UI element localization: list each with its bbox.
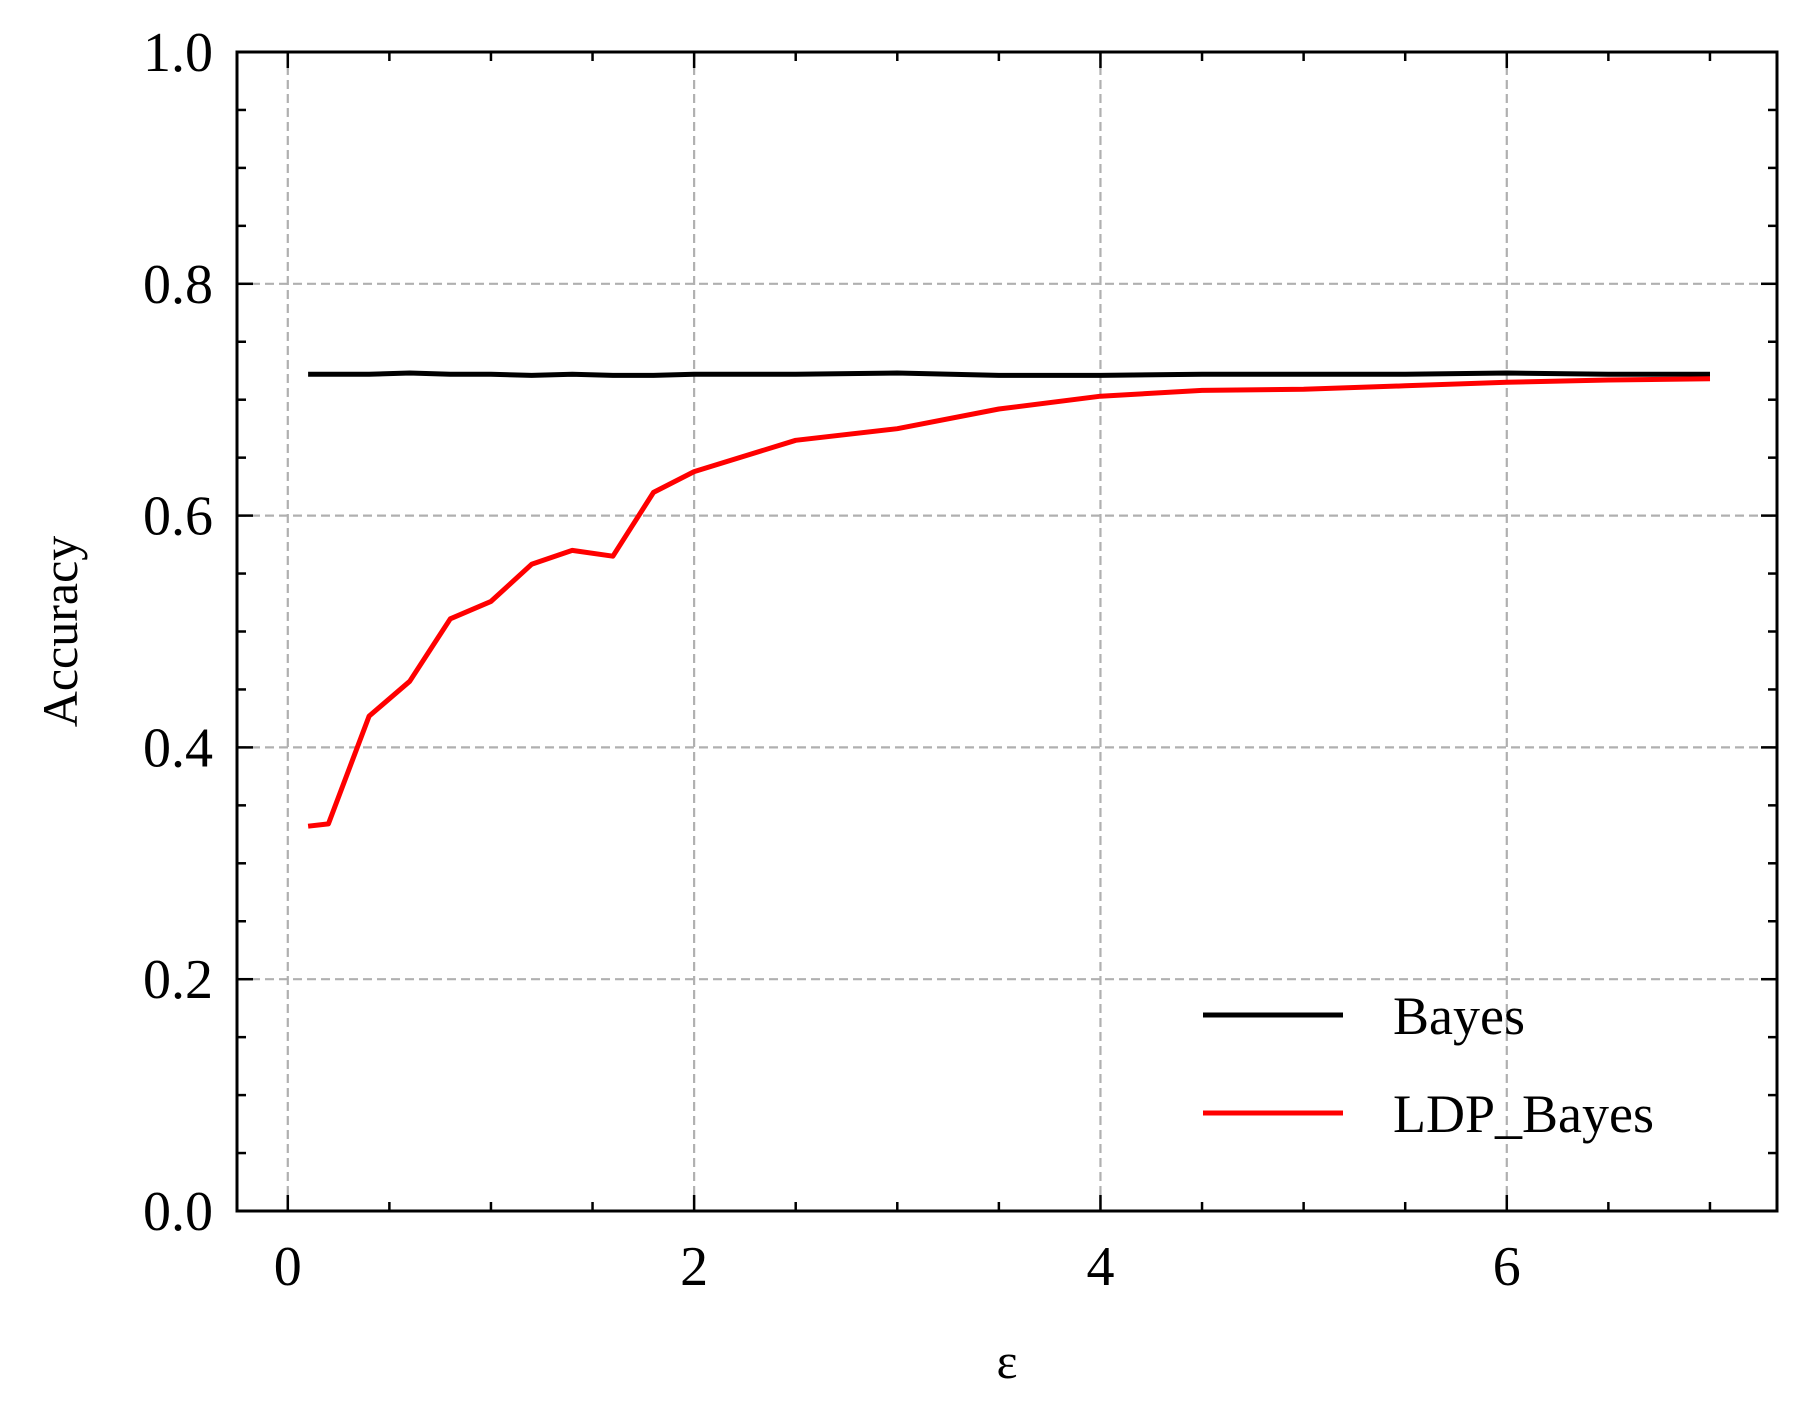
y-tick-label: 0.4: [143, 717, 213, 779]
y-axis-label: Accuracy: [32, 536, 88, 728]
data-point-ldp-bayes: [367, 714, 372, 719]
data-point-ldp-bayes: [407, 679, 412, 684]
y-tick-label: 0.8: [143, 254, 213, 316]
series-lines: [306, 370, 1712, 829]
data-point-ldp-bayes: [448, 616, 453, 621]
y-tick-label: 1.0: [143, 22, 213, 84]
data-point-bayes: [1504, 371, 1509, 376]
data-point-ldp-bayes: [306, 824, 311, 829]
data-point-bayes: [488, 372, 493, 377]
data-point-bayes: [448, 372, 453, 377]
data-point-bayes: [1707, 372, 1712, 377]
data-point-ldp-bayes: [529, 562, 534, 567]
data-point-bayes: [367, 372, 372, 377]
data-point-bayes: [651, 373, 656, 378]
data-point-ldp-bayes: [326, 821, 331, 826]
y-tick-label: 0.0: [143, 1181, 213, 1243]
x-tick-label: 2: [680, 1236, 708, 1298]
x-tick-labels: 0 2 4 6: [274, 1236, 1521, 1298]
series-line-bayes: [308, 370, 1710, 378]
data-point-ldp-bayes: [692, 469, 697, 474]
data-point-bayes: [529, 373, 534, 378]
data-point-ldp-bayes: [793, 438, 798, 443]
series-line-ldp-bayes: [307, 376, 1711, 829]
data-point-ldp-bayes: [895, 426, 900, 431]
data-point-ldp-bayes: [488, 599, 493, 604]
y-tick-labels: 0.0 0.2 0.4 0.6 0.8 1.0: [143, 22, 213, 1243]
data-point-ldp-bayes: [1200, 388, 1205, 393]
data-point-ldp-bayes: [570, 548, 575, 553]
data-point-bayes: [570, 372, 575, 377]
data-point-bayes: [326, 372, 331, 377]
x-axis-label: ε: [997, 1333, 1018, 1389]
data-point-bayes: [692, 372, 697, 377]
axis-ticks: [237, 50, 1777, 1213]
data-point-bayes: [1200, 372, 1205, 377]
data-point-bayes: [407, 371, 412, 376]
data-point-bayes: [996, 373, 1001, 378]
grid-lines: [237, 52, 1777, 1211]
y-tick-label: 0.6: [143, 486, 213, 548]
data-point-bayes: [1606, 372, 1611, 377]
data-point-bayes: [1403, 372, 1408, 377]
legend-label-bayes: Bayes: [1393, 986, 1525, 1046]
data-point-bayes: [610, 373, 615, 378]
data-point-ldp-bayes: [610, 554, 615, 559]
data-point-bayes: [306, 372, 311, 377]
data-point-ldp-bayes: [1707, 376, 1712, 381]
data-point-ldp-bayes: [1301, 387, 1306, 392]
data-point-bayes: [1301, 372, 1306, 377]
x-tick-label: 4: [1086, 1236, 1114, 1298]
data-point-ldp-bayes: [1098, 394, 1103, 399]
data-point-ldp-bayes: [1403, 383, 1408, 388]
data-point-bayes: [895, 371, 900, 376]
x-tick-label: 0: [274, 1236, 302, 1298]
data-point-bayes: [793, 372, 798, 377]
data-point-ldp-bayes: [1504, 380, 1509, 385]
y-tick-label: 0.2: [143, 949, 213, 1011]
data-point-ldp-bayes: [651, 490, 656, 495]
legend-label-ldp-bayes: LDP_Bayes: [1393, 1084, 1654, 1144]
data-point-ldp-bayes: [996, 406, 1001, 411]
legend: Bayes LDP_Bayes: [1203, 986, 1654, 1144]
data-point-bayes: [1098, 373, 1103, 378]
data-point-ldp-bayes: [1606, 377, 1611, 382]
x-tick-label: 6: [1493, 1236, 1521, 1298]
